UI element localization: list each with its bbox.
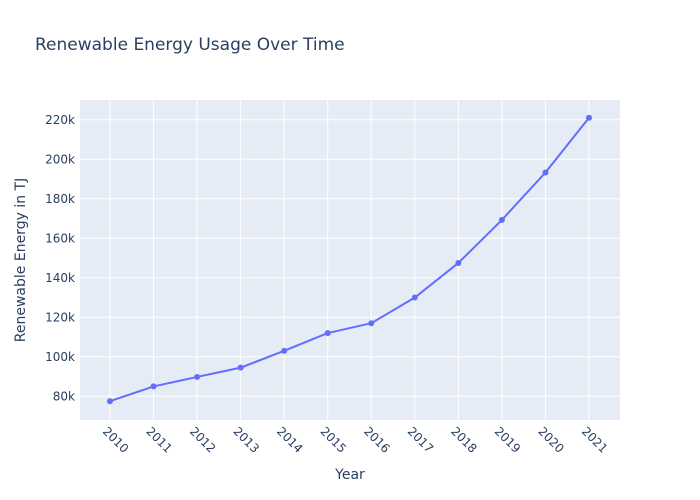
- x-axis-title: Year: [334, 467, 365, 483]
- y-tick-label: 80k: [53, 389, 75, 403]
- series-line: [109, 117, 590, 403]
- x-tick-label: 2018: [448, 424, 479, 455]
- data-point: [281, 347, 288, 354]
- x-tick-label: 2013: [231, 424, 262, 455]
- grid: [80, 100, 620, 420]
- y-tick-label: 180k: [45, 192, 75, 206]
- data-point: [368, 320, 375, 327]
- y-tick-label: 100k: [45, 350, 75, 364]
- x-tick-label: 2015: [318, 424, 349, 455]
- y-axis-ticks: 80k 100k 120k 140k 160k 180k 200k 220k: [45, 113, 75, 404]
- data-point: [498, 216, 505, 223]
- y-tick-label: 160k: [45, 231, 75, 245]
- x-tick-label: 2021: [579, 424, 610, 455]
- x-axis-ticks: 2010 2011 2012 2013 2014 2015 2016 2017 2018 2019…: [100, 424, 610, 455]
- x-tick-label: 2016: [361, 424, 392, 455]
- y-tick-label: 140k: [45, 271, 75, 285]
- plot-area: [80, 100, 620, 420]
- x-tick-label: 2011: [143, 424, 174, 455]
- x-tick-label: 2010: [100, 424, 131, 455]
- data-point: [586, 114, 592, 121]
- x-tick-label: 2017: [405, 424, 436, 455]
- data-point: [107, 398, 113, 405]
- data-point: [542, 169, 549, 176]
- y-tick-label: 120k: [45, 310, 75, 324]
- y-tick-label: 220k: [45, 113, 75, 127]
- data-point: [237, 364, 244, 371]
- data-point: [194, 373, 201, 380]
- series-layer: [107, 114, 592, 405]
- y-axis-title: Renewable Energy in TJ: [13, 178, 29, 342]
- data-point: [455, 259, 462, 266]
- x-tick-label: 2019: [492, 424, 523, 455]
- data-point: [324, 330, 331, 337]
- data-point: [150, 383, 157, 390]
- x-tick-label: 2012: [187, 424, 218, 455]
- data-point: [411, 294, 418, 301]
- chart-title: Renewable Energy Usage Over Time: [35, 35, 345, 55]
- x-tick-label: 2020: [535, 424, 566, 455]
- x-tick-label: 2014: [274, 424, 305, 455]
- y-tick-label: 200k: [45, 152, 75, 166]
